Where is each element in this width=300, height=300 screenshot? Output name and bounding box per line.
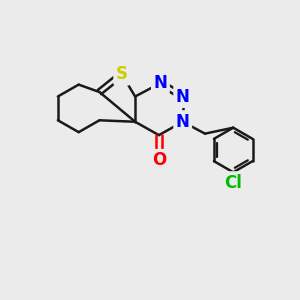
Text: N: N <box>154 74 167 92</box>
Text: Cl: Cl <box>224 174 242 192</box>
Text: S: S <box>116 65 128 83</box>
Text: O: O <box>152 152 166 169</box>
Text: N: N <box>176 88 190 106</box>
Text: N: N <box>176 113 190 131</box>
